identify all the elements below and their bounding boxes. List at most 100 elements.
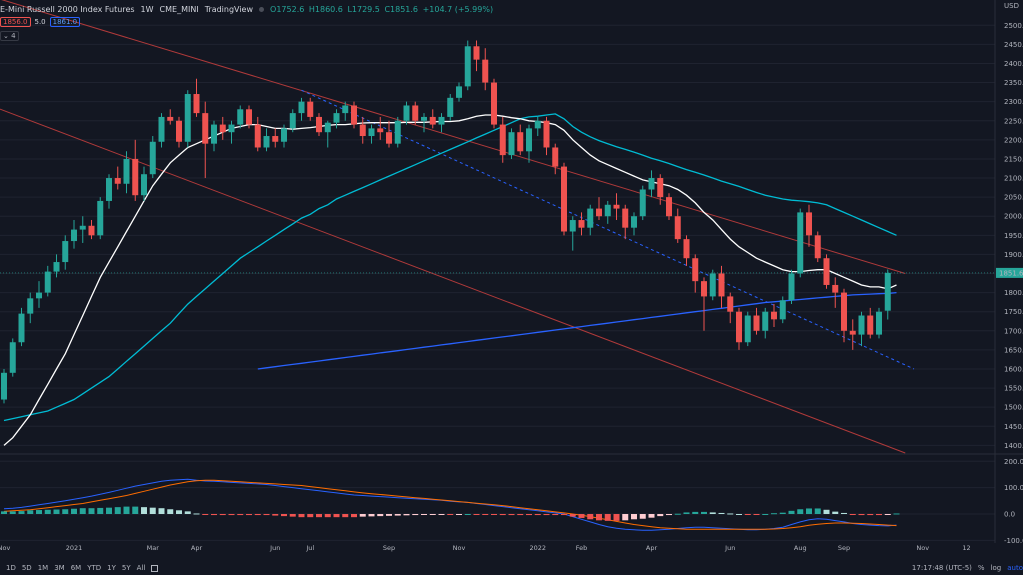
candle-body [674,216,681,240]
time-tick-label: Aug [794,544,807,552]
candle-body [141,174,147,196]
histogram-bar [771,513,777,515]
histogram-bar [701,511,707,514]
log-toggle[interactable]: log [990,564,1002,572]
candle-body [62,241,69,263]
candle-body [219,124,226,133]
macd-tick-label: 100.0 [1004,484,1023,492]
timeframe-5d[interactable]: 5D [21,564,32,572]
histogram-bar [228,514,235,516]
sma200-line [257,291,897,370]
timeframe-5y[interactable]: 5Y [121,564,131,572]
price-tick-label: 1600.0 [1004,365,1023,373]
histogram-bar [429,514,436,515]
histogram-bar [884,514,891,515]
candle-body [762,311,769,331]
price-tick-label: 1750.0 [1004,308,1023,316]
timeframe-1y[interactable]: 1Y [107,564,116,572]
candle-body [587,208,594,228]
candle-body [613,204,620,209]
histogram-bar [368,514,375,517]
candle-body [639,189,646,217]
time-tick-label: Sep [383,544,395,552]
histogram-bar [403,514,410,516]
histogram-bar [622,514,629,521]
candle-body [456,86,462,98]
histogram-bar [692,511,699,514]
time-tick-label: Nov [453,544,466,552]
timeframe-6m[interactable]: 6M [70,564,82,572]
histogram-bar [639,514,646,519]
time-tick-label: Sep [838,544,850,552]
histogram-bar [184,511,191,514]
candle-body [71,229,77,242]
sell-price-button[interactable]: 1856.0 [0,17,31,27]
price-tick-label: 2250.0 [1004,117,1023,125]
time-tick-label: 2022 [529,544,546,552]
price-axis: 2500.0 2450.0 2400.0 2350.0 2300.0 2250.0 2200… [996,2,1023,545]
candle-body [97,200,104,236]
indicators-toggle[interactable]: ⌄ 4 [0,31,19,41]
auto-scale-toggle[interactable]: auto [1007,564,1023,572]
macd-tick-label: 200.0 [1004,458,1023,466]
channel-lower-line [0,108,906,454]
candle-body [246,109,252,125]
buy-price-button[interactable]: 1861.0 [49,17,81,27]
market-status-icon[interactable] [259,6,265,12]
histogram-bar [202,514,209,515]
timeframe-ytd[interactable]: YTD [87,564,102,572]
open-value: O1752.6 [270,4,305,14]
candle-body [631,216,637,228]
chevron-down-icon: ⌄ [3,32,9,40]
candle-body [657,178,664,198]
candle-body [158,116,165,142]
timeframe-3m[interactable]: 3M [54,564,65,572]
candle-body [788,273,795,301]
histogram-bar [394,514,401,516]
price-tick-label: 2300.0 [1004,98,1023,106]
time-axis: Nov 2021 Mar Apr Jun Jul Sep Nov 2022 Feb Apr Jun Au… [0,544,971,552]
candle-body [849,330,856,335]
time-tick-label: Nov [916,544,929,552]
candle-body [438,116,445,125]
candle-body [779,300,786,320]
histogram-bar [508,514,515,516]
histogram-bar [377,514,384,517]
candle-body [9,342,16,373]
candle-body [123,158,130,184]
histogram-bar [254,514,261,516]
histogram-bar [534,514,541,516]
candle-body [211,124,217,144]
time-tick-label: Apr [191,544,203,552]
histogram-bar [849,514,856,515]
macd-line [3,478,897,531]
timeframe-1m[interactable]: 1M [37,564,49,572]
last-price-label: 1851.6 [999,269,1023,277]
candle-body [394,120,401,144]
percent-toggle[interactable]: % [977,564,985,572]
histogram-bar [613,514,620,521]
candle-body [771,311,777,320]
symbol-title[interactable]: E-Mini Russell 2000 Index Futures [0,4,135,14]
histogram-bar [307,514,314,518]
histogram-bar [53,509,60,514]
histogram-bar [736,514,742,515]
clock-display[interactable]: 17:17:48 (UTC-5) [911,564,972,572]
sma50-line [3,113,897,422]
time-tick-label: 12 [962,544,970,552]
interval-label[interactable]: 1W [140,4,154,14]
timeframe-all[interactable]: All [136,564,146,572]
source-label: TradingView [204,4,254,14]
histogram-bar [176,510,182,514]
calendar-icon[interactable] [151,564,159,572]
histogram-bar [876,514,882,516]
histogram-bar [797,509,804,514]
timeframe-1d[interactable]: 1D [6,564,16,572]
candle-body [561,166,567,232]
time-tick-label: Jun [724,544,735,552]
histogram-bar [657,514,664,517]
price-tick-label: 1950.0 [1004,232,1023,240]
histogram-bar [543,514,550,516]
